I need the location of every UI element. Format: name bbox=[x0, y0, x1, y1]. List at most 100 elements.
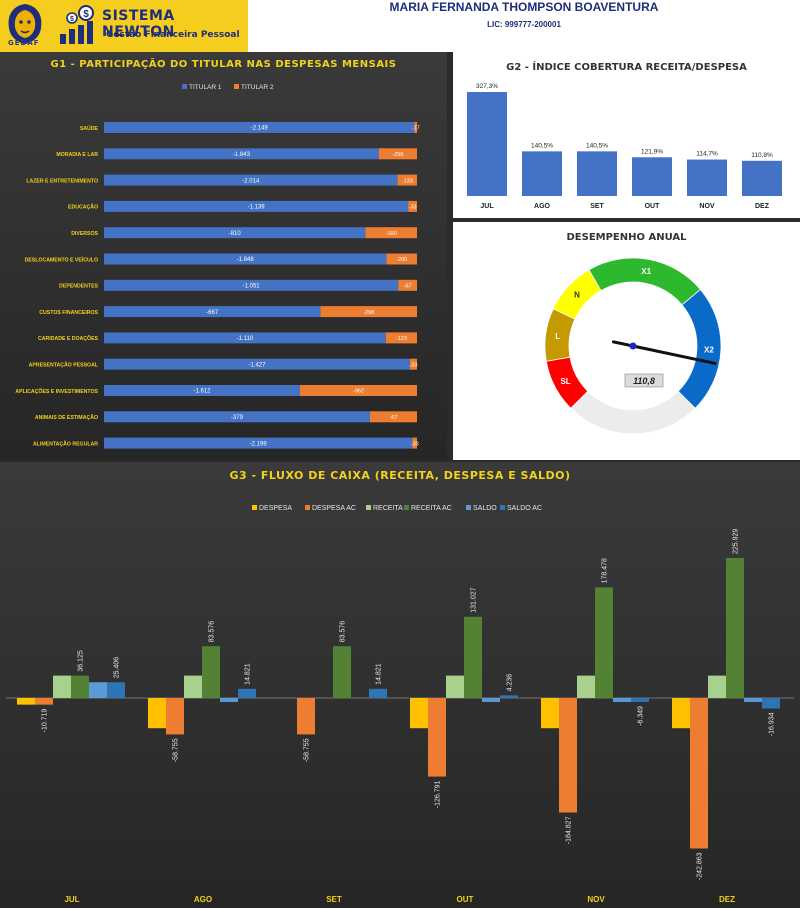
g1-category-label: ANIMAIS DE ESTIMAÇÃO bbox=[35, 414, 98, 421]
g1-data-label-titular1: -1.110 bbox=[237, 336, 254, 342]
g3-bar bbox=[166, 698, 184, 735]
g1-bar-titular1 bbox=[104, 385, 301, 396]
g1-category-label: ALIMENTAÇÃO REGULAR bbox=[33, 440, 98, 447]
g1-category-label: APRESENTAÇÃO PESSOAL bbox=[29, 362, 99, 369]
g1-bar-titular2 bbox=[409, 358, 417, 370]
logo-caption: GEDAF bbox=[8, 39, 40, 47]
g2-chart: 327,3% JUL 140,5% AGO 140,5% SET 121,9% OUT 114,… bbox=[467, 83, 782, 210]
g2-category-label: DEZ bbox=[755, 203, 770, 210]
g1-legend-label-2: TITULAR 2 bbox=[241, 84, 274, 91]
g1-bar-titular1 bbox=[104, 437, 413, 449]
g3-bar bbox=[89, 682, 107, 698]
gauge-segment-label-sl: SL bbox=[560, 377, 570, 386]
g3-legend-label: DESPESA bbox=[259, 505, 292, 512]
g3-data-label: -6.349 bbox=[638, 706, 645, 726]
g1-bar-titular1 bbox=[104, 122, 415, 133]
g3-bar bbox=[297, 698, 315, 735]
g1-bar-titular2 bbox=[365, 227, 417, 239]
g1-data-label-titular2: -67 bbox=[404, 284, 412, 290]
g2-category-label: OUT bbox=[645, 203, 661, 210]
g1-panel: G1 - PARTICIPAÇÃO DO TITULAR NAS DESPESA… bbox=[0, 52, 447, 460]
g3-bar bbox=[410, 698, 428, 729]
gauge-segment-label-n: N bbox=[574, 291, 580, 300]
g1-data-label-titular1: -667 bbox=[206, 310, 219, 316]
g3-bar bbox=[71, 675, 89, 698]
g2-bar bbox=[577, 151, 617, 196]
g3-data-label: -242.863 bbox=[697, 852, 704, 880]
g3-data-label: -126.791 bbox=[435, 780, 442, 808]
svg-text:$: $ bbox=[70, 16, 74, 23]
g3-bar bbox=[500, 695, 518, 698]
g3-data-label: -58.755 bbox=[304, 738, 311, 762]
g1-bar-titular2 bbox=[414, 122, 417, 133]
g1-category-label: APLICAÇÕES E INVESTIMENTOS bbox=[15, 388, 98, 395]
g1-chart: TITULAR 1 TITULAR 2 SAÚDE -2.149 -17 MORADIA … bbox=[15, 84, 420, 449]
g1-bar-titular2 bbox=[386, 253, 417, 265]
g1-bar-titular1 bbox=[104, 332, 386, 344]
g1-bar-titular1 bbox=[104, 227, 366, 239]
g1-bar-titular2 bbox=[412, 437, 417, 449]
g3-bar bbox=[184, 675, 202, 698]
g2-data-label: 327,3% bbox=[476, 83, 498, 90]
g3-data-label: 178.478 bbox=[602, 558, 609, 583]
g3-category-label: SET bbox=[326, 895, 342, 904]
g1-data-label-titular2: -33 bbox=[411, 441, 419, 447]
g3-bar bbox=[577, 675, 595, 698]
g2-category-label: NOV bbox=[699, 203, 715, 210]
gauge-segment-label-l: L bbox=[555, 332, 560, 341]
svg-text:$: $ bbox=[83, 9, 89, 20]
brand-title: SISTEMA NEWTON bbox=[102, 8, 175, 40]
g3-legend-swatch bbox=[252, 505, 257, 510]
g1-category-label: DEPENDENTES bbox=[59, 284, 98, 290]
gauge-needle-pivot bbox=[629, 342, 637, 350]
g1-data-label-titular1: -1.139 bbox=[248, 205, 266, 211]
g2-category-label: SET bbox=[590, 203, 604, 210]
g3-legend-label: DESPESA AC bbox=[312, 505, 356, 512]
g2-data-label: 121,9% bbox=[641, 148, 663, 155]
g2-category-label: JUL bbox=[480, 203, 494, 210]
g1-data-label-titular2: -256 bbox=[392, 152, 403, 158]
g3-bar bbox=[53, 675, 71, 698]
g3-data-label: -16.934 bbox=[769, 712, 776, 736]
g3-legend-label: RECEITA AC bbox=[411, 505, 452, 512]
g1-data-label-titular1: -2.149 bbox=[251, 126, 269, 132]
g1-legend-label-1: TITULAR 1 bbox=[189, 84, 222, 91]
g2-bar bbox=[742, 160, 782, 196]
g3-category-label: DEZ bbox=[719, 895, 735, 904]
g3-category-label: NOV bbox=[587, 895, 605, 904]
g3-bar bbox=[35, 698, 53, 705]
g3-data-label: 225.929 bbox=[733, 529, 740, 554]
g3-legend-label: SALDO bbox=[473, 505, 497, 512]
g1-data-label-titular1: -810 bbox=[229, 231, 242, 237]
g1-bar-titular2 bbox=[397, 174, 417, 186]
g2-data-label: 114,7% bbox=[696, 151, 718, 158]
gauge-segment-x1 bbox=[588, 257, 701, 306]
g3-bar bbox=[202, 646, 220, 698]
g1-category-label: MORADIA E LAR bbox=[56, 152, 98, 158]
g3-legend-label: SALDO AC bbox=[507, 505, 542, 512]
gauge-value-label: 110,8 bbox=[633, 376, 655, 386]
g3-category-label: JUL bbox=[64, 895, 79, 904]
g3-bar bbox=[613, 698, 631, 702]
g1-category-label: CUSTOS FINANCEIROS bbox=[39, 310, 98, 316]
g3-bar bbox=[708, 675, 726, 698]
g3-bar bbox=[482, 698, 500, 702]
g3-legend-swatch bbox=[305, 505, 310, 510]
owner-name: MARIA FERNANDA THOMPSON BOAVENTURA bbox=[389, 0, 659, 14]
g1-bar-titular1 bbox=[104, 200, 409, 212]
g1-data-label-titular2: -160 bbox=[386, 231, 397, 237]
g1-data-label-titular1: -379 bbox=[231, 415, 244, 421]
g1-category-label: DESLOCAMENTO E VEÍCULO bbox=[25, 255, 98, 263]
g1-bar-titular2 bbox=[408, 200, 417, 212]
g3-data-label: -184.827 bbox=[566, 816, 573, 844]
header: GEDAF $ $ SISTEMA NEWTON Gestão Financei… bbox=[0, 0, 800, 52]
g2-data-label: 140,5% bbox=[531, 142, 553, 149]
g3-category-label: OUT bbox=[457, 895, 474, 904]
license-number: LIC: 999777-200001 bbox=[487, 20, 561, 29]
g1-legend-swatch-1 bbox=[182, 84, 187, 89]
finance-chart-logo-icon: $ $ bbox=[60, 5, 94, 44]
g1-data-label-titular2: -123 bbox=[396, 336, 407, 342]
g3-bar bbox=[464, 616, 482, 698]
g1-bar-titular1 bbox=[104, 279, 399, 291]
g3-legend-label: RECEITA bbox=[373, 505, 403, 512]
